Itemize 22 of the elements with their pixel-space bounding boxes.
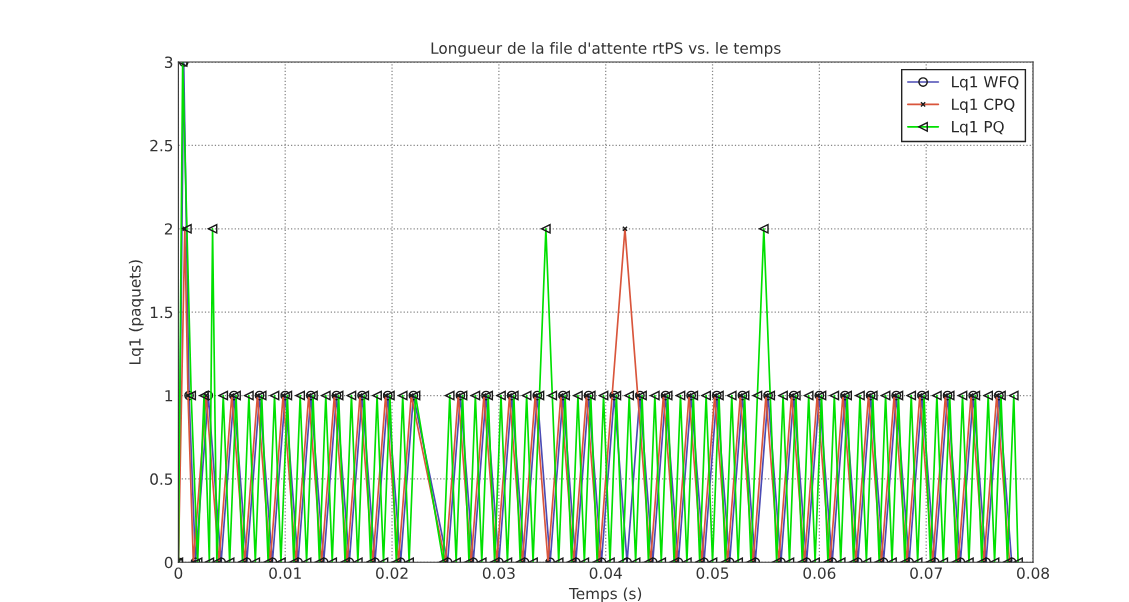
- y-tick-label: 2: [164, 223, 172, 235]
- x-tick-label: 0.04: [589, 567, 622, 579]
- y-tick-label: 0: [164, 556, 173, 569]
- x-tick-label: 0: [174, 567, 183, 579]
- x-tick-label: 0.05: [696, 567, 729, 579]
- legend-label: Lq1 CPQ: [952, 98, 1015, 113]
- x-tick-label: 0.02: [376, 567, 408, 579]
- y-tick-label: 1.5: [150, 306, 173, 319]
- x-tick-label: 0.01: [269, 567, 301, 579]
- y-tick-label: 1: [165, 390, 173, 402]
- x-tick-label: 0.03: [482, 567, 515, 579]
- x-axis-title: Temps (s): [568, 587, 642, 602]
- x-tick-label: 0.06: [803, 567, 836, 579]
- legend-label: Lq1 WFQ: [952, 76, 1019, 91]
- y-tick-label: 3: [164, 56, 173, 69]
- legend-label: Lq1 PQ: [952, 120, 1004, 136]
- y-tick-label: 0.5: [150, 473, 173, 485]
- chart-title: Longueur de la file d'attente rtPS vs. le temps: [431, 42, 781, 57]
- x-tick-label: 0.07: [910, 567, 942, 579]
- y-tick-label: 2.5: [150, 139, 173, 152]
- x-tick-label: 0.08: [1017, 567, 1049, 579]
- y-axis-title: Lq1 (paquets): [128, 260, 144, 364]
